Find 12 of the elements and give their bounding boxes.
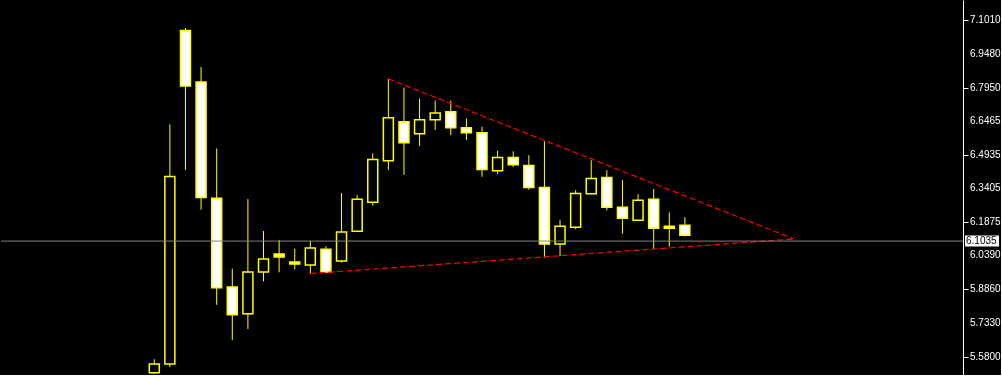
y-tick-label: 6.4935	[970, 148, 1002, 160]
y-tick-label: 6.1875	[970, 216, 1002, 228]
y-tick-label: 5.8860	[970, 283, 1002, 295]
y-tick-label: 6.6465	[970, 114, 1002, 126]
ref-line-label: 6.1035	[966, 235, 998, 247]
y-tick-label: 6.7950	[970, 81, 1002, 93]
y-tick-label: 7.1010	[970, 13, 1002, 25]
y-tick-label: 5.7330	[970, 317, 1002, 329]
y-tick-label: 5.5800	[970, 351, 1002, 363]
y-tick-label: 6.9480	[970, 47, 1002, 59]
y-tick-label: 6.3405	[970, 182, 1002, 194]
y-tick-label: 6.0390	[970, 249, 1002, 261]
